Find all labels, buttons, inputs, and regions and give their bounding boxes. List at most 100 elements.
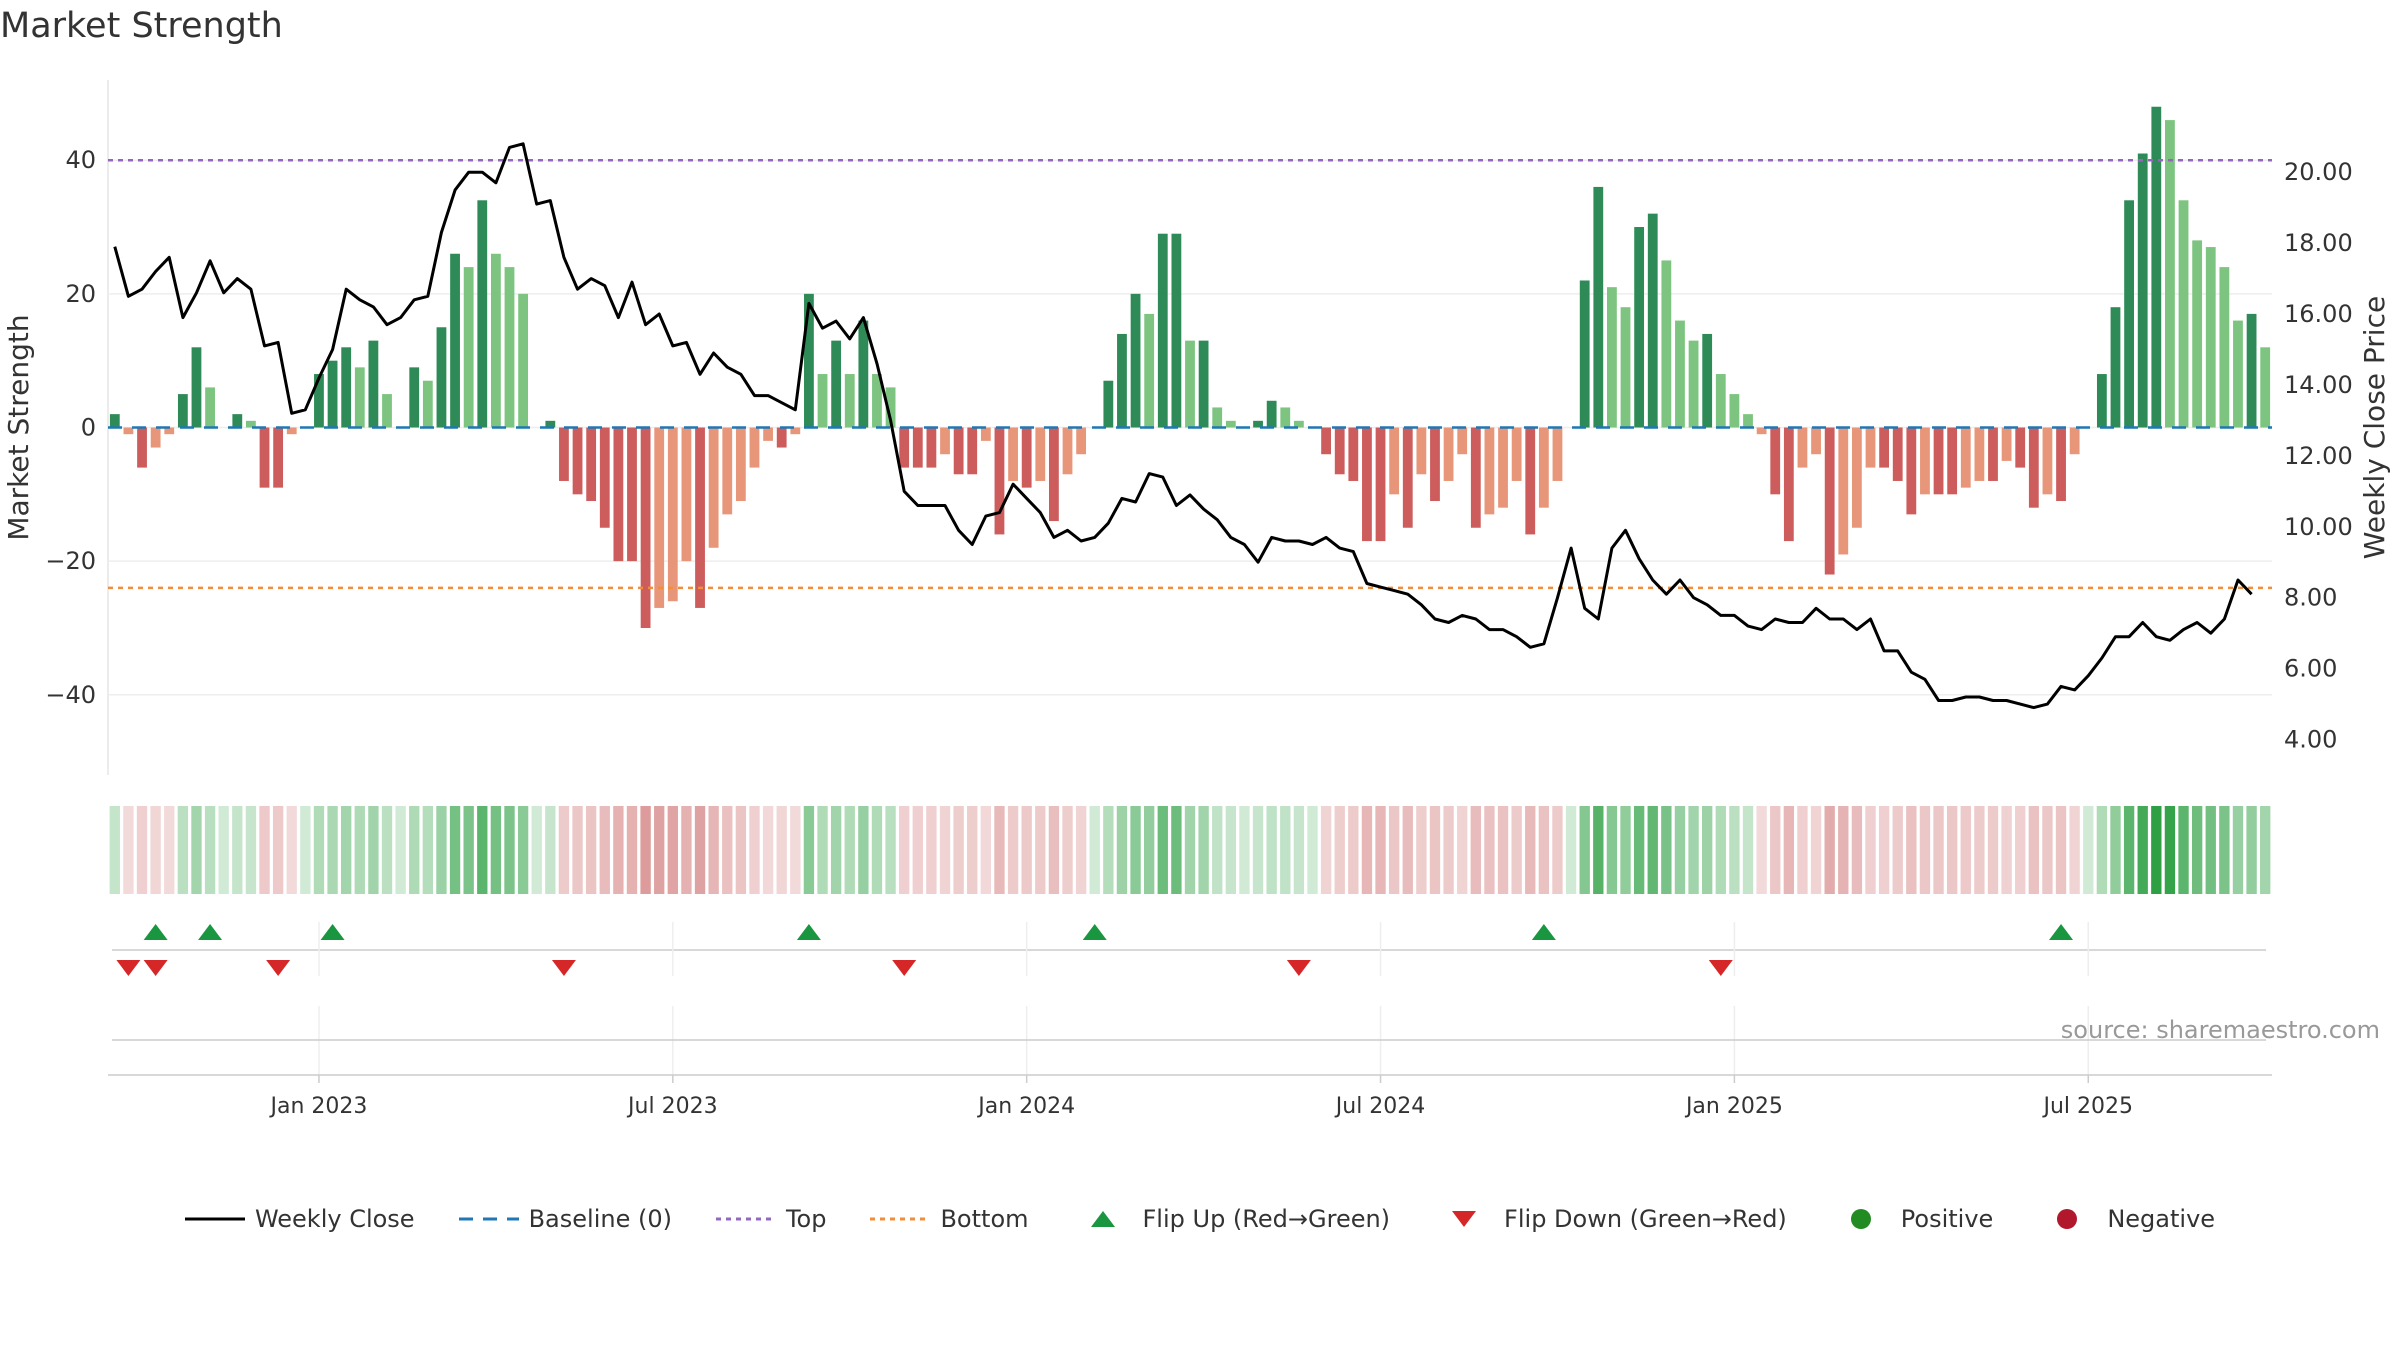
strength-bar [1457,427,1468,455]
strength-bar [1783,427,1794,542]
strength-bar [559,427,569,481]
right-tick-label: 4.00 [2284,726,2337,754]
heat-cell [2069,806,2080,894]
strength-bar [2137,153,2148,428]
heat-cell [517,806,529,894]
strength-bar [967,427,978,475]
strength-bar [382,394,392,428]
strength-bar [1185,340,1195,428]
heat-cell [626,806,638,894]
heat-cell [1089,806,1100,894]
left-tick-label: 40 [65,146,96,174]
flip-down-marker [116,960,141,976]
heat-cell [871,806,883,894]
strength-bar [2056,427,2066,502]
strength-bar [695,427,705,608]
heat-cell [1525,806,1536,894]
strength-bar [831,340,842,428]
legend-symbol [458,1217,519,1221]
strength-bar [1117,333,1127,428]
heat-cell [259,806,270,894]
flip-down-marker [143,960,168,976]
legend-symbol [1850,1209,1871,1229]
flip-up-marker [2049,924,2074,940]
heat-cell [2137,806,2148,894]
heat-cell [939,806,951,894]
heat-cell [1388,806,1400,894]
heat-cell [1252,806,1264,894]
strength-bar [1266,400,1277,428]
heat-cell [2246,806,2257,894]
heat-cell [2232,806,2244,894]
heat-cell [1661,806,1672,894]
heat-cell [1810,806,1822,894]
strength-bar [763,427,773,441]
strength-bar [1620,307,1631,428]
strength-bar [1293,420,1304,428]
heat-cell [368,806,379,894]
strength-bar [667,427,678,602]
strength-bar [409,367,420,428]
heat-cell [640,806,651,894]
strength-bar [1171,233,1182,428]
strength-bar [341,347,352,428]
strength-bar [490,253,501,428]
heat-cell [613,806,624,894]
legend-item: Weekly Close [184,1205,415,1233]
strength-bar [1675,320,1685,428]
legend-label: Positive [1900,1205,1994,1233]
heat-cell [1280,806,1291,894]
heat-cell [1593,806,1604,894]
strength-bar [1144,313,1155,428]
heat-cell [1334,806,1345,894]
strength-bar [572,427,583,495]
strength-bar [1348,427,1359,481]
strength-bar [1511,427,1522,481]
heat-cell [1103,806,1114,894]
right-tick-label: 6.00 [2284,655,2337,683]
heat-cell [272,806,284,894]
strength-bar [1960,427,1971,488]
heat-cell [1946,806,1958,894]
strength-bar [1416,427,1427,475]
heat-cell [1075,806,1087,894]
heat-cell [2219,806,2230,894]
right-tick-label: 8.00 [2284,584,2337,612]
strength-bar [1933,427,1944,495]
strength-bar [477,200,488,428]
strength-bar [191,347,202,428]
heat-cell [953,806,964,894]
heat-cell [1783,806,1795,894]
strength-bar [1688,340,1699,428]
strength-bar [2246,313,2257,428]
strength-bar [1103,380,1114,428]
heat-cell [1729,806,1740,894]
heat-cell [1293,806,1305,894]
heat-cell [967,806,978,894]
heat-cell [477,806,488,894]
heat-cell [2083,806,2094,894]
heat-cell [899,806,910,894]
flip-down-marker [266,960,291,976]
heat-cell [300,806,311,894]
strength-bar [2151,106,2162,428]
legend-item: Negative [2037,1205,2215,1233]
heat-cell [2096,806,2108,894]
legend-item: Positive [1831,1205,1994,1233]
strength-bar [1198,340,1209,428]
heat-cell [1212,806,1223,894]
heat-cell [1062,806,1073,894]
heat-cell [1198,806,1209,894]
strength-bar [1470,427,1481,528]
heat-cell [2178,806,2189,894]
strength-bar [368,340,379,428]
heat-cell [1838,806,1849,894]
strength-bar [1498,427,1508,508]
strength-bar [1212,407,1223,428]
heat-cell [1157,806,1168,894]
heat-cell [327,806,338,894]
heat-cell [2151,806,2162,894]
strength-bar [422,380,433,428]
legend: Weekly Close Baseline (0) Top Bottom Flip Up… [0,1205,2400,1233]
